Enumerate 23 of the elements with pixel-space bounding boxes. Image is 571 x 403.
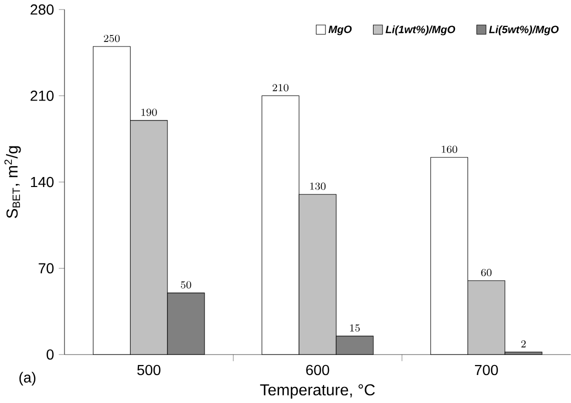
y-tick-label: 0 <box>46 349 54 360</box>
y-tick-label: 210 <box>30 90 54 101</box>
data-label: 190 <box>141 108 157 116</box>
data-label: 210 <box>272 84 288 92</box>
x-axis-title: Temperature, °C <box>260 384 375 399</box>
data-label: 60 <box>481 268 492 276</box>
y-tick-label: 70 <box>38 263 54 274</box>
data-label: 130 <box>310 182 326 190</box>
data-label: 2 <box>521 340 526 348</box>
y-tick-label: 140 <box>31 176 54 188</box>
data-label: 15 <box>350 324 360 332</box>
legend-label: MgO <box>328 26 352 36</box>
text: (a) <box>19 372 36 386</box>
x-tick-label: 700 <box>474 364 498 376</box>
x-tick-label: 600 <box>306 364 330 376</box>
y-axis-title: S$_{BET}$, m$^{2}$/g <box>4 146 21 218</box>
y-tick-label: 280 <box>30 4 54 15</box>
legend-label: Li(5wt%)/MgO <box>489 25 559 36</box>
legend-label: Li(1wt%)/MgO <box>386 25 456 36</box>
data-label: 160 <box>442 146 458 153</box>
x-tick-label: 500 <box>137 364 160 376</box>
data-label: 250 <box>104 34 120 42</box>
data-label: 50 <box>180 281 192 288</box>
